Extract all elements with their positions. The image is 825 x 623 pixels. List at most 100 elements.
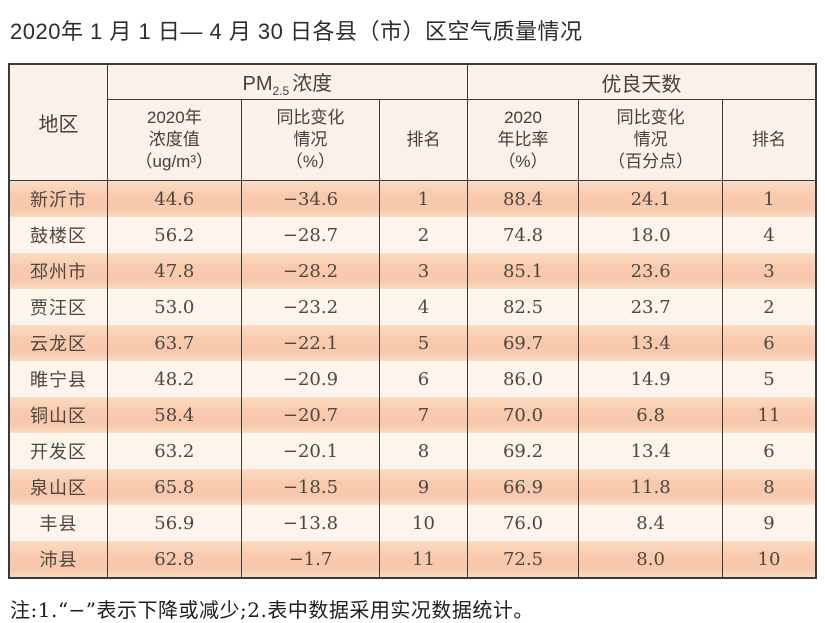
header-line: （ug/m³） [135,152,214,171]
cell-region: 睢宁县 [8,361,108,397]
cell-region: 鼓楼区 [8,217,108,253]
col-header-pm-change: 同比变化 情况 （%） [240,99,381,181]
cell-days-ratio: 72.5 [466,541,580,578]
cell-days-change: 14.9 [578,361,723,397]
air-quality-table: 地区 PM2.5 浓度 优良天数 2020年 浓度值 （ug/m³） 同比变化 情… [8,63,817,579]
table-row: 丰县 56.9 −13.8 10 76.0 8.4 9 [8,505,817,541]
cell-region: 邳州市 [8,253,108,289]
header-line: 同比变化 [616,108,685,127]
header-sub-row: 2020年 浓度值 （ug/m³） 同比变化 情况 （%） 排名 2020 年比… [9,99,817,181]
cell-pm-change: −23.2 [240,289,381,325]
cell-days-change: 6.8 [578,397,723,433]
col-header-region: 地区 [8,64,108,181]
cell-pm-rank: 5 [379,325,468,361]
col-header-days-change: 同比变化 情况 （百分点） [578,99,723,181]
cell-days-rank: 5 [721,361,817,397]
cell-region: 贾汪区 [8,289,108,325]
cell-pm-change: −28.2 [240,253,381,289]
cell-days-rank: 2 [721,289,817,325]
table-row: 鼓楼区 56.2 −28.7 2 74.8 18.0 4 [8,217,817,253]
cell-pm-value: 56.2 [106,217,242,253]
cell-pm-change: −28.7 [240,217,381,253]
cell-pm-change: −1.7 [240,541,381,578]
cell-region: 泉山区 [8,469,108,505]
cell-region: 丰县 [8,505,108,541]
header-line: 浓度值 [148,130,200,149]
cell-pm-value: 63.7 [106,325,242,361]
cell-pm-change: −20.7 [240,397,381,433]
cell-days-ratio: 86.0 [466,361,580,397]
cell-pm-rank: 1 [379,180,468,217]
footnote: 注:1.“−”表示下降或减少;2.表中数据采用实况数据统计。 [10,598,534,622]
table-row: 贾汪区 53.0 −23.2 4 82.5 23.7 2 [8,289,817,325]
header-line: 2020 [504,108,542,127]
cell-days-rank: 10 [721,541,817,578]
cell-days-change: 8.4 [578,505,723,541]
cell-pm-rank: 6 [379,361,468,397]
cell-pm-value: 62.8 [106,541,242,578]
cell-days-ratio: 70.0 [466,397,580,433]
cell-days-rank: 6 [721,433,817,469]
pm25-label-rest: 浓度 [292,72,333,95]
col-header-pm-value: 2020年 浓度值 （ug/m³） [106,99,242,181]
table-row: 开发区 63.2 −20.1 8 69.2 13.4 6 [8,433,817,469]
header-line: 2020年 [146,108,202,127]
cell-days-change: 18.0 [578,217,723,253]
col-group-pm25: PM2.5 浓度 [106,64,468,100]
cell-pm-value: 65.8 [106,469,242,505]
cell-days-change: 8.0 [578,541,723,578]
cell-pm-change: −34.6 [240,180,381,217]
cell-pm-value: 48.2 [106,361,242,397]
cell-days-rank: 4 [721,217,817,253]
table-row: 睢宁县 48.2 −20.9 6 86.0 14.9 5 [8,361,817,397]
table-row: 云龙区 63.7 −22.1 5 69.7 13.4 6 [8,325,817,361]
pm25-label-base: PM [242,72,273,95]
cell-pm-value: 58.4 [106,397,242,433]
header-line: 同比变化 [276,108,345,127]
col-header-pm-rank: 排名 [379,99,468,181]
cell-days-rank: 1 [721,180,817,217]
table-row: 新沂市 44.6 −34.6 1 88.4 24.1 1 [8,180,817,217]
cell-days-ratio: 66.9 [466,469,580,505]
cell-pm-change: −20.9 [240,361,381,397]
cell-days-ratio: 74.8 [466,217,580,253]
cell-days-ratio: 69.2 [466,433,580,469]
cell-days-change: 23.7 [578,289,723,325]
col-group-good-days: 优良天数 [466,64,817,100]
cell-days-ratio: 85.1 [466,253,580,289]
cell-days-rank: 11 [721,397,817,433]
header-line: 年比率 [497,130,549,149]
cell-pm-change: −20.1 [240,433,381,469]
cell-region: 铜山区 [8,397,108,433]
col-header-days-rank: 排名 [721,99,817,181]
cell-pm-rank: 7 [379,397,468,433]
cell-days-change: 23.6 [578,253,723,289]
cell-pm-change: −18.5 [240,469,381,505]
cell-pm-change: −22.1 [240,325,381,361]
cell-pm-value: 56.9 [106,505,242,541]
cell-region: 新沂市 [8,180,108,217]
cell-days-rank: 8 [721,469,817,505]
cell-pm-change: −13.8 [240,505,381,541]
cell-days-ratio: 88.4 [466,180,580,217]
cell-days-change: 13.4 [578,433,723,469]
cell-pm-rank: 4 [379,289,468,325]
cell-pm-value: 47.8 [106,253,242,289]
cell-days-rank: 9 [721,505,817,541]
header-group-row: 地区 PM2.5 浓度 优良天数 [8,64,817,181]
col-header-days-ratio: 2020 年比率 （%） [466,99,580,181]
cell-days-change: 13.4 [578,325,723,361]
cell-days-change: 11.8 [578,469,723,505]
cell-region: 开发区 [8,433,108,469]
cell-pm-rank: 11 [379,541,468,578]
cell-pm-rank: 3 [379,253,468,289]
cell-pm-value: 63.2 [106,433,242,469]
header-line: 情况 [293,130,328,149]
cell-pm-rank: 9 [379,469,468,505]
cell-days-ratio: 76.0 [466,505,580,541]
page-title: 2020年 1 月 1 日— 4 月 30 日各县（市）区空气质量情况 [10,19,583,44]
cell-days-change: 24.1 [578,180,723,217]
cell-region: 云龙区 [8,325,108,361]
cell-days-rank: 6 [721,325,817,361]
